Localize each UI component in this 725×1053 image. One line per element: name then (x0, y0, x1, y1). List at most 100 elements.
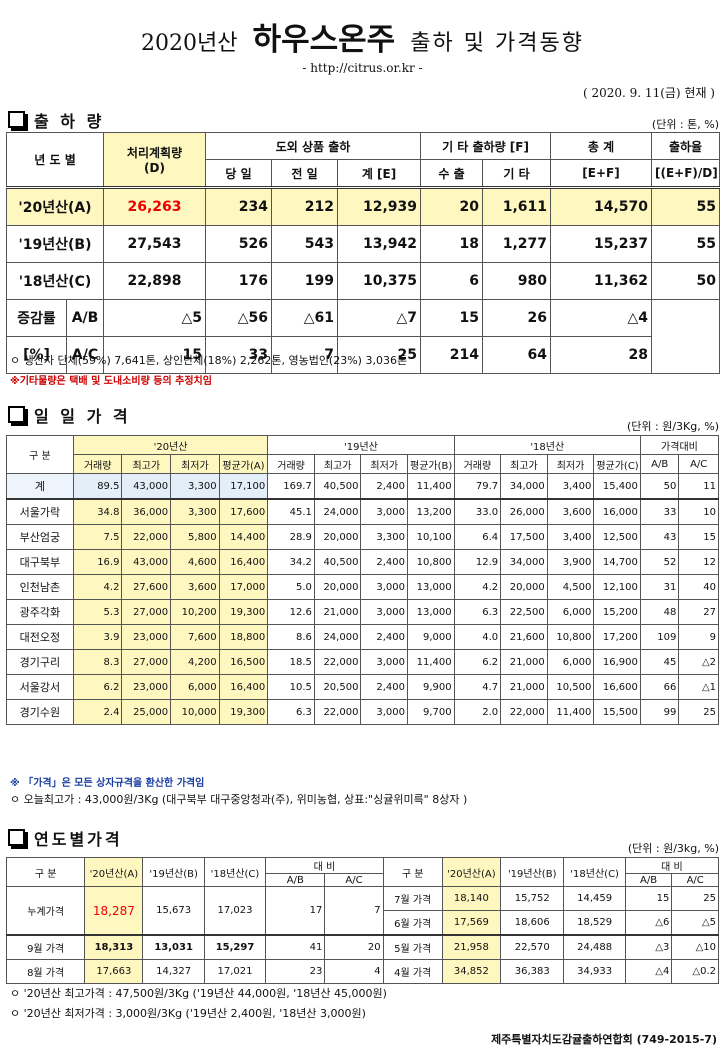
price-cell: 48 (639, 599, 680, 625)
price-cell: 40,500 (313, 473, 362, 500)
price-cell: 50 (639, 473, 680, 500)
cell-y20: 18,313 (84, 934, 144, 960)
cell-total: 15,237 (550, 225, 653, 263)
header-y20: '20년산(A) (84, 857, 144, 887)
price-cell: 26,000 (500, 498, 548, 525)
price-cell: 16.9 (72, 549, 123, 575)
price-cell: 9,900 (407, 674, 455, 700)
cell-rate: 55 (651, 186, 721, 226)
cell-ac: 20 (324, 934, 384, 960)
cell-export: 214 (420, 336, 484, 374)
title-subtitle: 출하 및 가격동향 (410, 31, 584, 56)
price-cell: 17,500 (500, 524, 548, 550)
cell-ab: 41 (265, 934, 326, 960)
price-cell: 2.0 (453, 699, 502, 725)
header-ac: A/C (324, 873, 384, 887)
header-sum: 계 [E] (337, 159, 422, 188)
row-name: 9월 가격 (5, 934, 86, 960)
price-cell: 10,200 (170, 599, 220, 625)
header-y18: '18년산(C) (203, 857, 267, 887)
checkbox-icon (8, 829, 25, 846)
price-cell: 11,400 (407, 473, 455, 500)
cell-y18: 24,488 (563, 934, 626, 960)
cell-ac: 25 (671, 886, 719, 911)
cell-y20: 21,958 (441, 934, 501, 960)
cell-y19: 15,673 (142, 886, 205, 936)
price-cell: 27,600 (121, 574, 172, 600)
price-cell: 52 (639, 549, 680, 575)
cell-plan: 22,898 (103, 262, 207, 300)
header-avg-b: 평균가(B) (407, 454, 455, 474)
header-qty: 거래량 (267, 454, 315, 474)
cell-y19: 36,383 (499, 959, 565, 984)
cell-sum: 10,375 (337, 262, 422, 300)
header-low: 최저가 (170, 454, 220, 474)
price-cell: △2 (678, 649, 719, 675)
header-y20: '20년산 (72, 435, 269, 455)
header-ab: A/B (639, 454, 680, 474)
price-cell: 4,500 (546, 574, 595, 600)
price-cell: 9,000 (407, 624, 455, 650)
price-cell: 3,000 (360, 498, 409, 525)
price-cell: 6,000 (546, 599, 595, 625)
document-title: 2020년산 하우스온주 출하 및 가격동향 (0, 14, 725, 59)
price-cell: 8.6 (267, 624, 315, 650)
price-cell: 6.4 (453, 524, 502, 550)
header-high: 최고가 (500, 454, 548, 474)
cell-sum: 12,939 (337, 186, 422, 226)
cell-prev: 543 (271, 225, 339, 263)
table-row: 서울강서 6.2 23,000 6,000 16,400 10.5 20,500 2,400 9… (6, 674, 719, 700)
price-cell: 27,000 (121, 649, 172, 675)
price-cell: 6.2 (72, 674, 123, 700)
price-cell: 10,000 (170, 699, 220, 725)
price-cell: 12.9 (453, 549, 502, 575)
header-daebi: 대 비 (265, 857, 384, 874)
price-cell: 24,000 (313, 498, 362, 525)
row-year: '20년산(A) (5, 186, 105, 226)
cell-y18: 15,297 (203, 934, 267, 960)
cell-total: 14,570 (550, 186, 653, 226)
cell-sum: 25 (337, 336, 422, 374)
row-market: 경기구리 (6, 649, 74, 675)
table-row: [%] A/C 15 33 7 25 214 64 28 (6, 336, 720, 374)
site-url: - http://citrus.or.kr - (302, 61, 423, 75)
cell-ab: △4 (624, 959, 673, 984)
row-market: 대전오정 (6, 624, 74, 650)
price-cell: 3,300 (170, 473, 220, 500)
price-cell: 7,600 (170, 624, 220, 650)
cell-ac: 4 (324, 959, 384, 984)
price-cell: 99 (639, 699, 680, 725)
price-cell: 4.0 (453, 624, 502, 650)
shipment-table: 년 도 별 처리계획량 (D) 도외 상품 출하 기 타 출하량 [F] 총 계 … (5, 132, 721, 374)
price-cell: 40 (678, 574, 719, 600)
price-cell: 31 (639, 574, 680, 600)
table-row: '18년산(C) 22,898 176 199 10,375 6 980 11,… (5, 262, 721, 300)
price-cell: 6,000 (546, 649, 595, 675)
table-row: '19년산(B) 27,543 526 543 13,942 18 1,277 … (5, 225, 721, 263)
row-market: 경기수원 (6, 699, 74, 725)
cell-y18: 14,459 (563, 886, 626, 911)
header-qty: 거래량 (72, 454, 123, 474)
price-cell: 6.3 (453, 599, 502, 625)
price-cell: 34,000 (500, 549, 548, 575)
cell-today: 234 (205, 186, 273, 226)
price-cell: 34.8 (72, 498, 123, 525)
shipment-remark: ※기타물량은 택배 및 도내소비량 등의 추정치임 (10, 376, 212, 387)
price-cell: 6.2 (453, 649, 502, 675)
price-cell: 20,000 (500, 574, 548, 600)
price-cell: 13,000 (407, 599, 455, 625)
price-cell: 8.3 (72, 649, 123, 675)
price-cell: 34.2 (267, 549, 315, 575)
price-cell: 18.5 (267, 649, 315, 675)
price-cell: 19,300 (218, 699, 269, 725)
cell-ab: △6 (624, 910, 673, 936)
daily-price-table: 구 분 '20년산 '19년산 '18년산 가격대비 거래량 최고가 최저가 평… (6, 435, 720, 725)
price-cell: 11 (678, 473, 719, 500)
price-cell: 4,200 (170, 649, 220, 675)
cell-ac: △0.2 (671, 959, 719, 984)
header-rate-sub: [(E+F)/D] (651, 159, 721, 188)
price-cell: 66 (639, 674, 680, 700)
report-date: ( 2020. 9. 11(금) 현재 ) (583, 86, 715, 100)
change-ac-label: A/C (65, 336, 105, 374)
price-cell: 43,000 (121, 549, 172, 575)
